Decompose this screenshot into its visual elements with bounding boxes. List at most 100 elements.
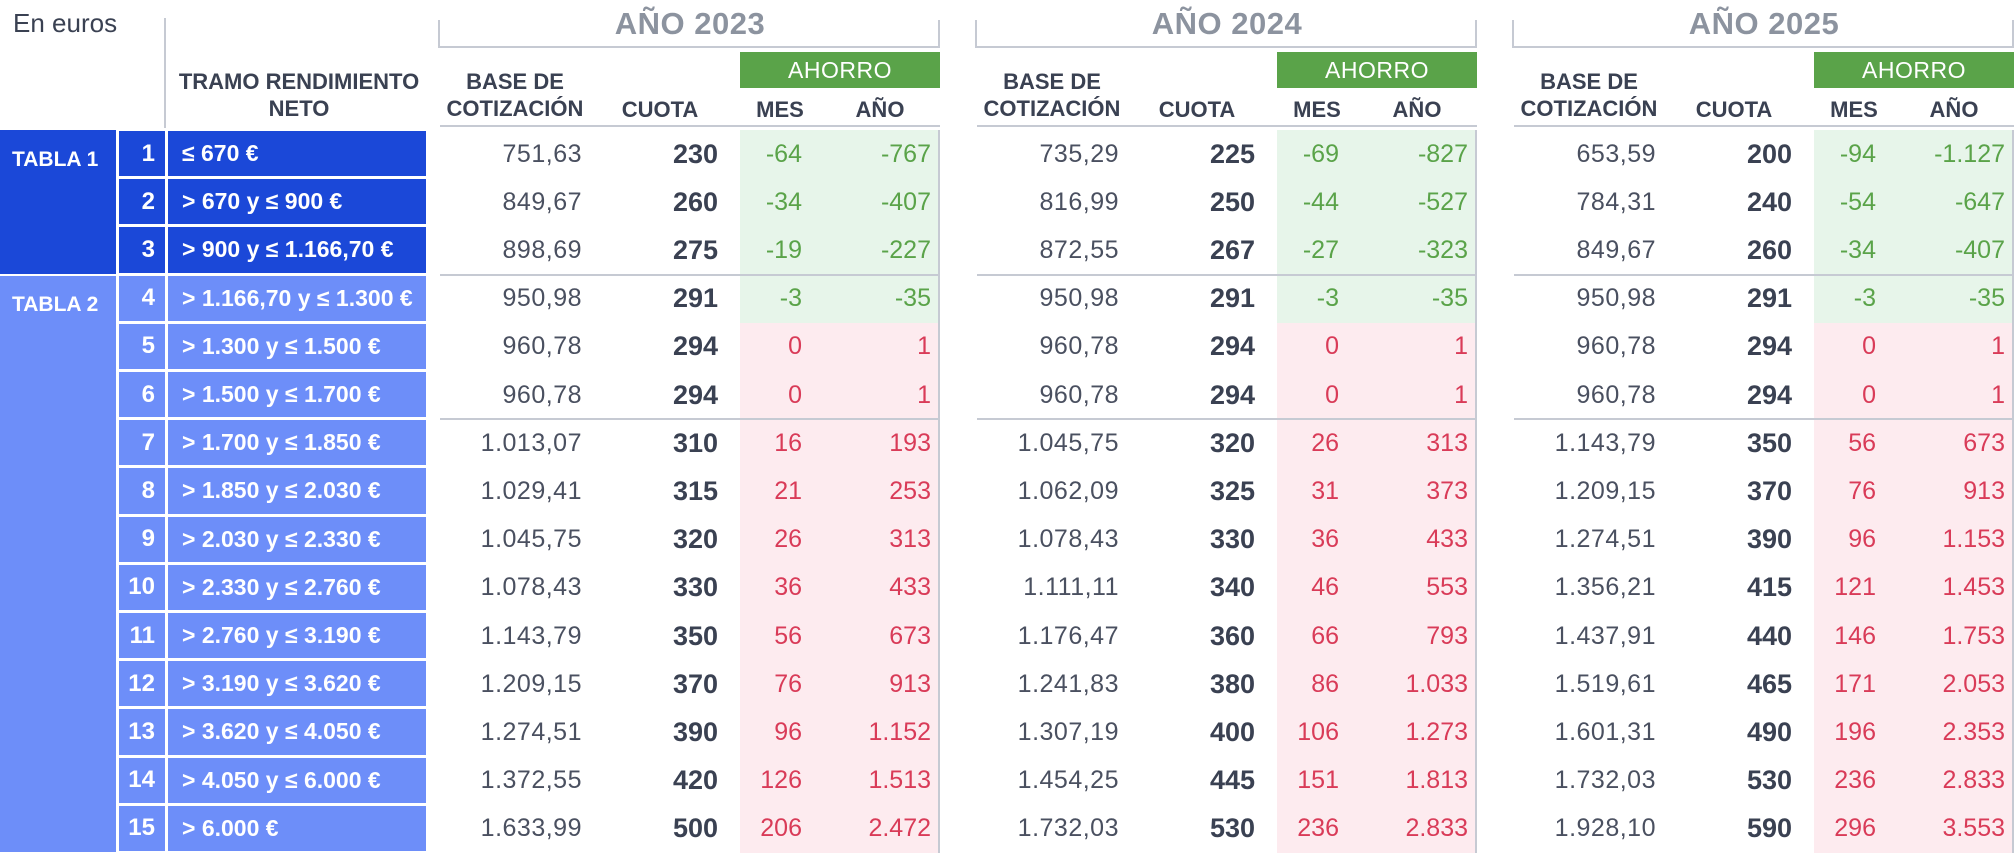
divider	[975, 20, 977, 48]
ahorro-header: AHORRO	[1814, 52, 2014, 88]
cuota-value: 370	[672, 668, 718, 699]
ahorro-bg	[1814, 130, 2014, 179]
cuota-value: 370	[1746, 475, 1792, 506]
divider	[1514, 46, 2014, 48]
unit-label: En euros	[13, 8, 118, 38]
base-header: BASE DE COTIZACIÓN	[983, 69, 1121, 121]
cuota-value: 590	[1746, 813, 1792, 844]
divider	[977, 418, 1477, 421]
base-value: 751,63	[502, 139, 582, 168]
ahorro-mes-value: -94	[1839, 139, 1876, 168]
year-title: AÑO 2024	[1151, 6, 1303, 41]
base-value: 784,31	[1576, 187, 1656, 216]
ahorro-mes-value: -64	[765, 139, 802, 168]
ahorro-bg	[1277, 130, 1477, 179]
cuota-value: 291	[1746, 283, 1792, 314]
divider	[440, 418, 940, 421]
ahorro-mes-value: 0	[1325, 332, 1339, 361]
ahorro-bg	[740, 178, 940, 227]
ahorro-bg	[1277, 804, 1477, 853]
divider	[119, 514, 426, 517]
ahorro-mes-value: -3	[1316, 284, 1339, 313]
base-value: 1.372,55	[480, 766, 582, 795]
ahorro-anio-value: -407	[1954, 235, 2005, 264]
divider	[440, 46, 940, 48]
ahorro-anio-value: -227	[880, 235, 931, 264]
ahorro-bg	[1814, 563, 2014, 613]
divider	[119, 418, 426, 421]
ahorro-mes-value: -34	[765, 187, 802, 216]
cuota-value: 250	[1209, 186, 1255, 217]
cuota-value: 360	[1209, 620, 1255, 651]
tabla-label: TABLA 2	[0, 274, 116, 852]
ahorro-anio-value: -827	[1417, 139, 1468, 168]
tramo-number: 9	[119, 516, 165, 562]
cuota-value: 291	[672, 283, 718, 314]
tramo-range: ≤ 670 €	[168, 131, 426, 177]
base-value: 1.437,91	[1554, 621, 1656, 650]
ahorro-mes-value: 36	[774, 573, 802, 602]
ahorro-anio-value: 1	[917, 380, 931, 409]
tramo-number: 4	[119, 275, 165, 321]
cuota-value: 400	[1209, 716, 1255, 747]
cuota-value: 294	[672, 379, 718, 410]
base-header: BASE DE COTIZACIÓN	[446, 69, 584, 121]
divider	[977, 273, 1477, 276]
ahorro-bg	[1277, 708, 1477, 758]
tramo-range: > 3.620 y ≤ 4.050 €	[168, 709, 426, 755]
ahorro-bg	[1814, 467, 2014, 517]
ahorro-bg	[1814, 419, 2014, 468]
ahorro-bg	[740, 130, 940, 179]
cuota-value: 320	[672, 524, 718, 555]
base-value: 1.928,10	[1554, 814, 1656, 843]
base-value: 960,78	[1576, 332, 1656, 361]
cuota-header: CUOTA	[1695, 97, 1773, 122]
ahorro-mes-value: -19	[765, 235, 802, 264]
ahorro-bg	[1277, 612, 1477, 661]
divider	[119, 707, 426, 710]
tramo-range: > 4.050 y ≤ 6.000 €	[168, 757, 426, 803]
ahorro-bg	[740, 660, 940, 709]
ahorro-mes-value: -54	[1839, 187, 1876, 216]
tramo-number: 12	[119, 661, 165, 707]
base-value: 950,98	[1576, 284, 1656, 313]
ahorro-mes-value: 0	[788, 380, 802, 409]
ahorro-anio-value: 1.273	[1405, 717, 1468, 746]
cuota-value: 380	[1209, 668, 1255, 699]
ahorro-anio-value: 2.472	[868, 814, 931, 843]
base-value: 1.062,09	[1017, 476, 1119, 505]
ahorro-anio-value: 1.513	[868, 766, 931, 795]
base-value: 1.078,43	[1017, 525, 1119, 554]
ahorro-mes-value: 36	[1311, 525, 1339, 554]
ahorro-anio-value: 313	[889, 525, 931, 554]
divider	[119, 803, 426, 806]
ahorro-bg	[740, 419, 940, 468]
ahorro-anio-value: 1	[1991, 380, 2005, 409]
base-value: 816,99	[1039, 187, 1119, 216]
ahorro-bg	[1814, 322, 2014, 372]
cuota-value: 325	[1209, 475, 1255, 506]
divider	[119, 659, 426, 662]
base-value: 1.307,19	[1017, 717, 1119, 746]
base-value: 960,78	[1576, 380, 1656, 409]
cuota-value: 294	[1746, 379, 1792, 410]
base-value: 960,78	[1039, 380, 1119, 409]
divider	[938, 130, 940, 853]
ahorro-mes-value: -34	[1839, 235, 1876, 264]
anio-header: AÑO	[855, 97, 905, 122]
ahorro-header: AHORRO	[1277, 52, 1477, 88]
ahorro-mes-value: 0	[1325, 380, 1339, 409]
cuota-value: 200	[1746, 138, 1792, 169]
anio-header: AÑO	[1392, 97, 1442, 122]
ahorro-bg	[1814, 274, 2014, 324]
base-value: 1.601,31	[1554, 717, 1656, 746]
ahorro-bg	[1814, 708, 2014, 758]
ahorro-mes-value: -69	[1302, 139, 1339, 168]
ahorro-mes-value: 0	[788, 332, 802, 361]
ahorro-mes-value: -3	[779, 284, 802, 313]
ahorro-anio-value: 913	[1963, 476, 2005, 505]
ahorro-anio-value: -35	[1968, 284, 2005, 313]
tramo-range: > 2.760 y ≤ 3.190 €	[168, 613, 426, 659]
base-value: 1.176,47	[1017, 621, 1119, 650]
ahorro-bg	[740, 612, 940, 661]
